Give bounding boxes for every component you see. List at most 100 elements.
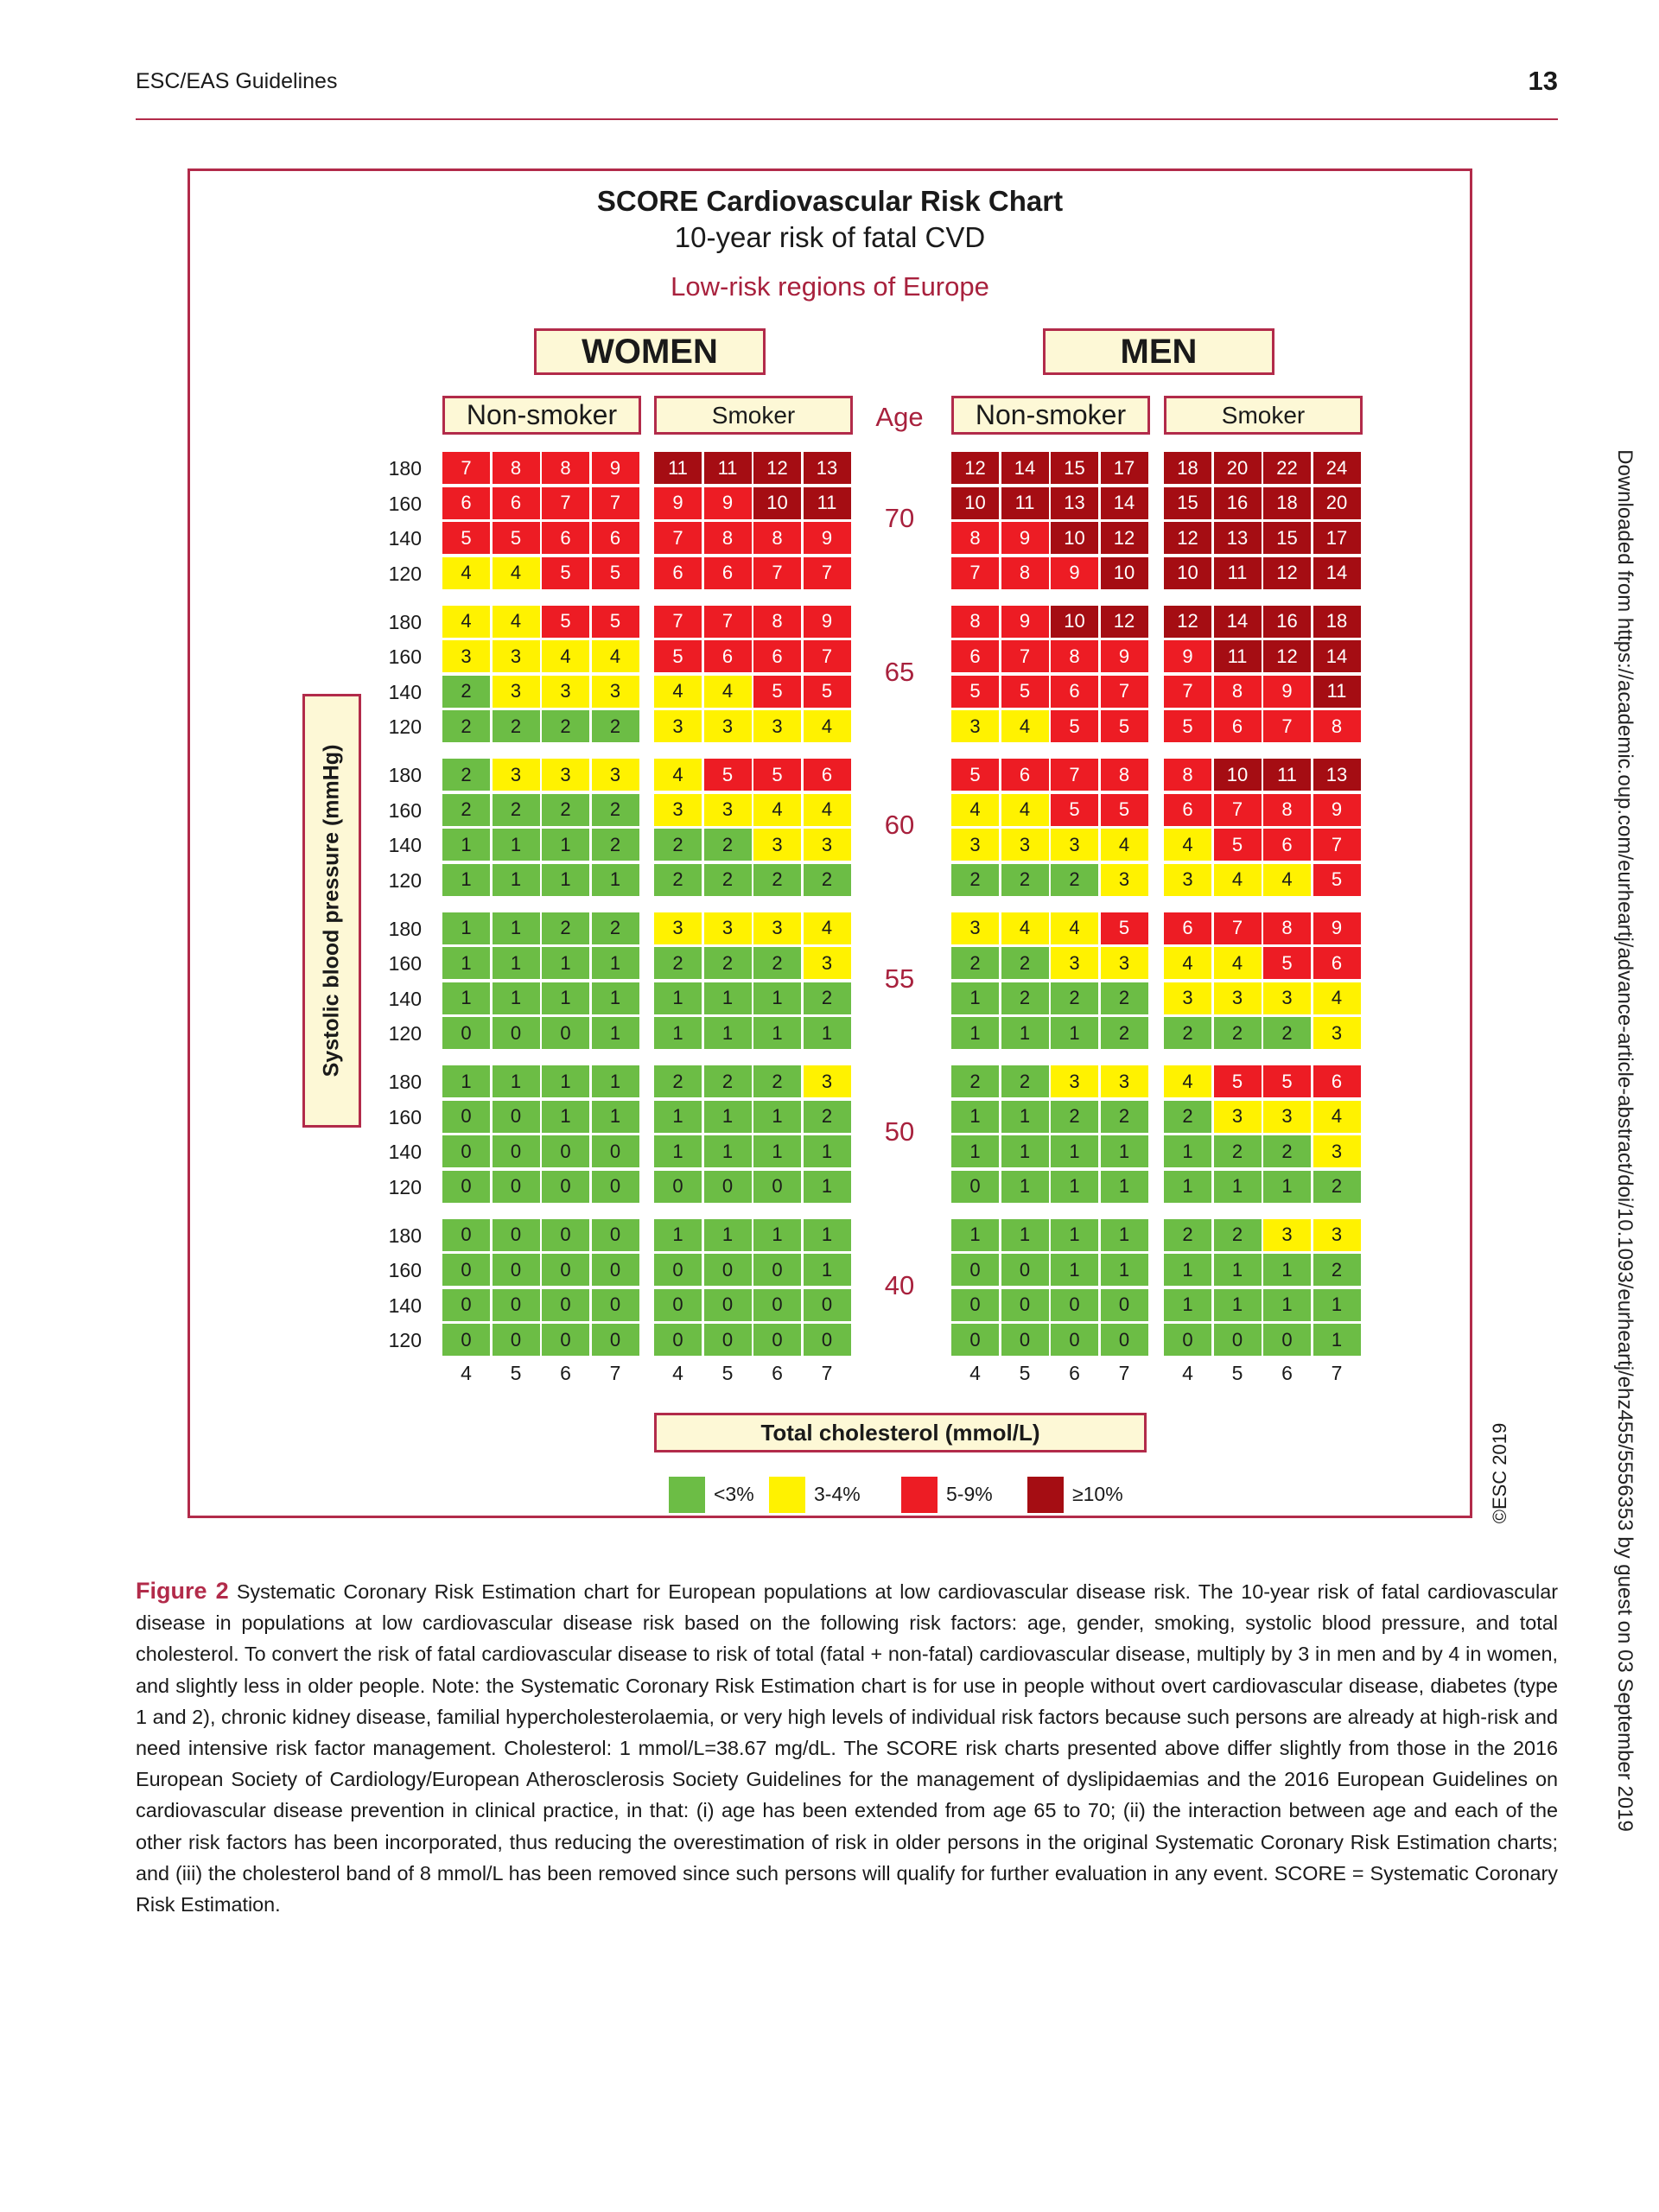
risk-cell: 10	[1100, 556, 1148, 589]
risk-cell: 6	[753, 640, 801, 672]
risk-cell: 14	[1001, 452, 1049, 484]
risk-cell: 8	[951, 605, 999, 638]
risk-cell: 1	[1213, 1254, 1262, 1286]
bp-tick-label: 140	[388, 834, 422, 856]
risk-cell: 1	[1263, 1288, 1311, 1321]
risk-cell: 2	[1213, 1135, 1262, 1167]
risk-cell: 1	[492, 829, 540, 861]
bp-tick-label: 120	[388, 1329, 422, 1351]
chart-subtitle: 10-year risk of fatal CVD	[674, 221, 986, 253]
risk-cell: 3	[1313, 1218, 1361, 1251]
risk-cell: 5	[1213, 829, 1262, 861]
legend-label: 5-9%	[946, 1483, 993, 1505]
risk-cell: 0	[703, 1324, 752, 1356]
risk-cell: 17	[1313, 522, 1361, 554]
risk-cell: 6	[1263, 829, 1311, 861]
risk-cell: 5	[654, 640, 702, 672]
risk-cell: 1	[951, 982, 999, 1014]
header-divider	[136, 118, 1558, 120]
risk-cell: 4	[753, 793, 801, 826]
risk-cell: 2	[442, 759, 490, 791]
risk-cell: 8	[1313, 710, 1361, 742]
risk-cell: 0	[703, 1170, 752, 1203]
risk-cell: 1	[1051, 1254, 1098, 1286]
risk-cell: 6	[1313, 1065, 1361, 1097]
risk-cell: 7	[654, 522, 702, 554]
risk-cell: 3	[1263, 1218, 1311, 1251]
risk-cell: 6	[1051, 675, 1098, 708]
risk-cell: 8	[1263, 912, 1311, 944]
risk-cell: 11	[1213, 556, 1262, 589]
risk-cell: 0	[1001, 1324, 1049, 1356]
risk-cell: 5	[1051, 710, 1098, 742]
risk-cell: 2	[753, 947, 801, 979]
legend-label: 3-4%	[814, 1483, 861, 1505]
risk-cell: 1	[654, 1017, 702, 1049]
y-axis-label: Systolic blood pressure (mmHg)	[319, 744, 344, 1077]
risk-cell: 5	[753, 675, 801, 708]
figure-frame: SCORE Cardiovascular Risk Chart 10-year …	[188, 168, 1472, 1518]
risk-cell: 5	[1263, 1065, 1311, 1097]
legend-swatch	[769, 1477, 805, 1513]
risk-cell: 13	[1051, 486, 1098, 519]
risk-cell: 16	[1263, 605, 1311, 638]
risk-cell: 1	[542, 829, 589, 861]
risk-cell: 6	[703, 640, 752, 672]
risk-cell: 1	[803, 1017, 851, 1049]
risk-cell: 0	[442, 1254, 490, 1286]
risk-cell: 2	[1051, 1100, 1098, 1133]
risk-cell: 2	[951, 863, 999, 896]
risk-cell: 18	[1313, 605, 1361, 638]
risk-cell: 4	[1164, 829, 1211, 861]
risk-cell: 1	[1164, 1135, 1211, 1167]
risk-cell: 9	[591, 452, 639, 484]
risk-cell: 3	[654, 793, 702, 826]
risk-cell: 2	[1100, 1017, 1148, 1049]
risk-cell: 3	[1263, 982, 1311, 1014]
risk-cell: 2	[1164, 1100, 1211, 1133]
risk-cell: 1	[703, 1218, 752, 1251]
caption-text: Systematic Coronary Risk Estimation char…	[136, 1580, 1558, 1916]
risk-cell: 6	[591, 522, 639, 554]
risk-cell: 4	[542, 640, 589, 672]
risk-cell: 1	[1213, 1288, 1262, 1321]
bp-tick-label: 140	[388, 987, 422, 1010]
risk-cell: 1	[654, 1218, 702, 1251]
cholesterol-tick-label: 6	[1069, 1361, 1080, 1384]
risk-cell: 5	[1100, 793, 1148, 826]
risk-cell: 3	[1164, 982, 1211, 1014]
risk-cell: 2	[591, 829, 639, 861]
risk-cell: 0	[1164, 1324, 1211, 1356]
women-smoker-header: Smoker	[654, 396, 853, 435]
risk-cell: 0	[753, 1254, 801, 1286]
risk-cell: 12	[1263, 640, 1311, 672]
risk-cell: 2	[591, 710, 639, 742]
risk-cell: 1	[1263, 1254, 1311, 1286]
risk-cell: 1	[542, 982, 589, 1014]
risk-cell: 20	[1313, 486, 1361, 519]
risk-cell: 4	[803, 710, 851, 742]
risk-cell: 9	[1313, 793, 1361, 826]
risk-cell: 12	[1100, 605, 1148, 638]
risk-cell: 5	[1313, 863, 1361, 896]
risk-cell: 6	[1164, 912, 1211, 944]
bp-tick-label: 140	[388, 1294, 422, 1317]
bp-tick-label: 160	[388, 1259, 422, 1281]
risk-cell: 5	[492, 522, 540, 554]
risk-cell: 2	[1100, 982, 1148, 1014]
cholesterol-tick-label: 5	[1231, 1361, 1243, 1384]
age-label: 50	[884, 1116, 915, 1147]
men-non-smoker-header: Non-smoker	[951, 396, 1150, 435]
risk-cell: 15	[1051, 452, 1098, 484]
cholesterol-tick-label: 7	[1118, 1361, 1130, 1384]
age-header: Age	[875, 402, 924, 432]
bp-tick-label: 140	[388, 527, 422, 550]
risk-cell: 8	[753, 522, 801, 554]
risk-cell: 1	[753, 1100, 801, 1133]
risk-cell: 5	[542, 605, 589, 638]
cholesterol-tick-label: 5	[510, 1361, 522, 1384]
risk-cell: 1	[1001, 1135, 1049, 1167]
figure-label: Figure 2	[136, 1578, 229, 1604]
risk-cell: 1	[951, 1100, 999, 1133]
risk-cell: 0	[442, 1100, 490, 1133]
